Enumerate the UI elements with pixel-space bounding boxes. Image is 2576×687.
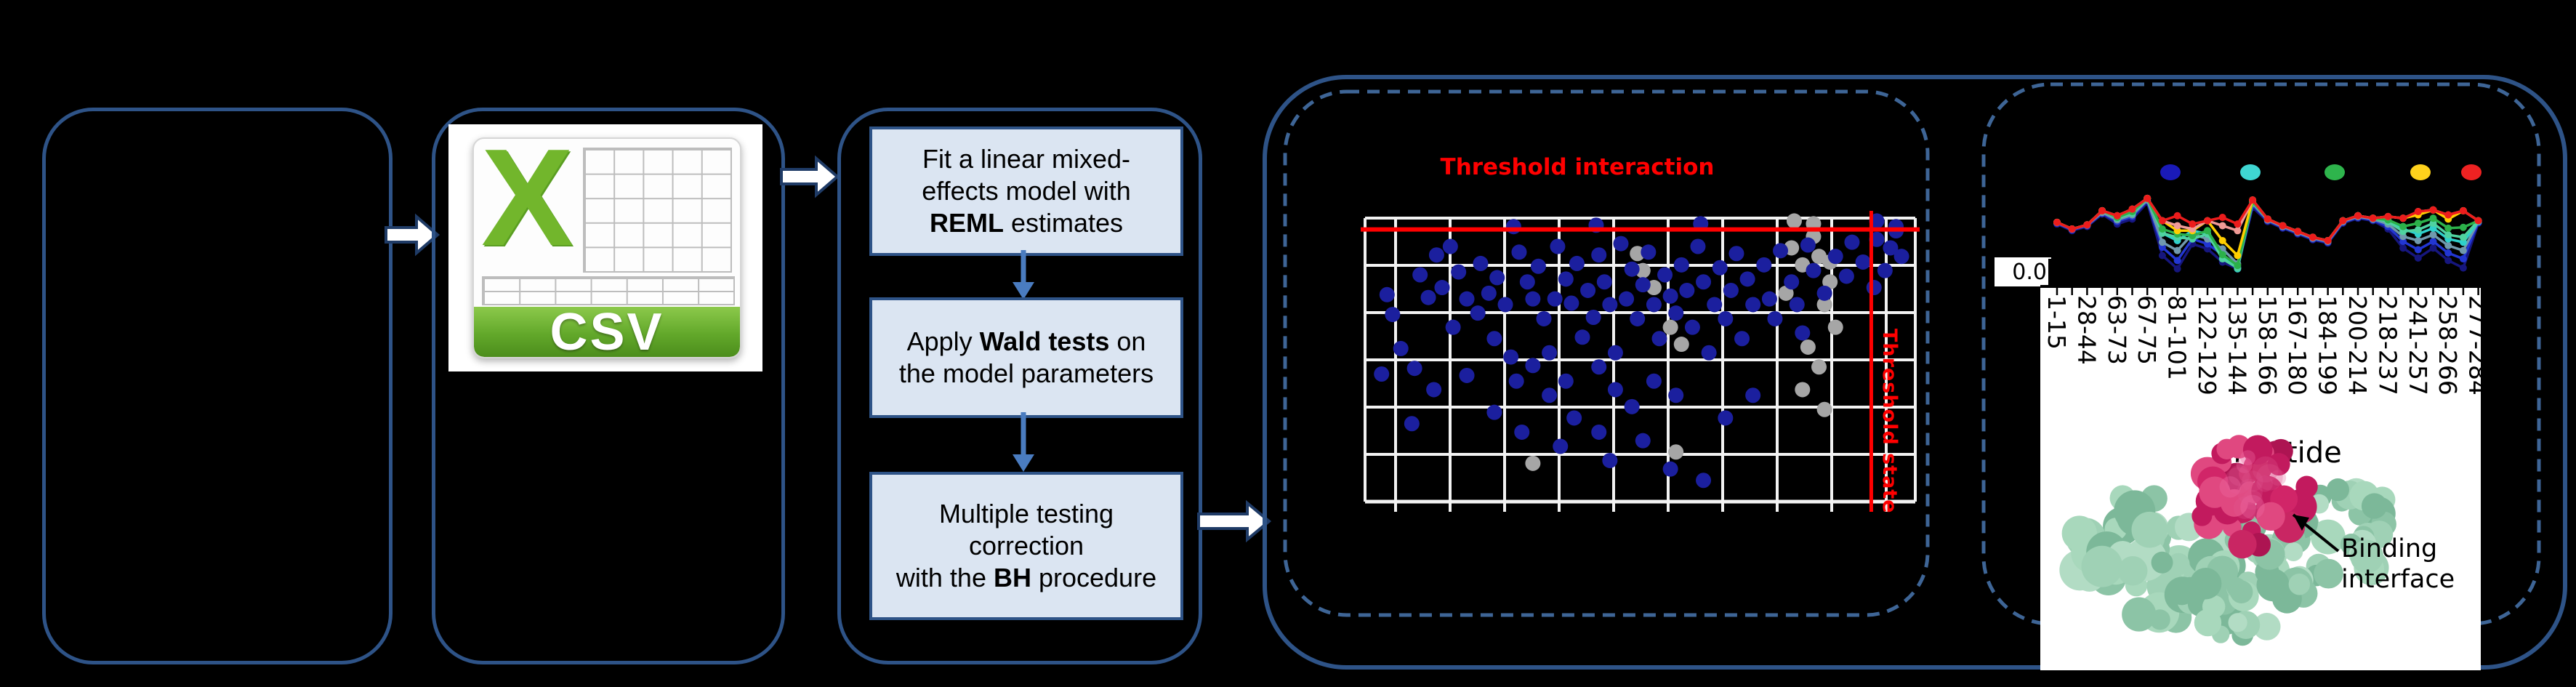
x-tick-label: 277-284 xyxy=(2463,295,2481,395)
x-tick-label: 28-44 xyxy=(2072,295,2101,365)
x-tick-label: 1-15 xyxy=(2042,295,2071,350)
volcano-title: Threshold interaction xyxy=(1440,154,1715,180)
x-axis-line xyxy=(2040,285,2481,288)
x-tick-label: 200-214 xyxy=(2343,295,2372,395)
dashed-frame-volcano xyxy=(1283,89,1930,617)
x-tick-label: 167-180 xyxy=(2283,295,2312,395)
x-tick-label: 158-166 xyxy=(2253,295,2282,395)
step-box-wald: Apply Wald tests on the model parameters xyxy=(869,297,1183,418)
arrow-down-icon xyxy=(1013,412,1034,472)
x-tick-label: 67-75 xyxy=(2133,295,2162,365)
x-tick-label: 81-101 xyxy=(2162,295,2191,380)
protein-structure-image xyxy=(2059,435,2396,646)
x-tick-label: 63-73 xyxy=(2102,295,2131,365)
y-axis-line xyxy=(2048,259,2051,288)
x-tick-label: 135-144 xyxy=(2223,295,2252,395)
arrow-right-icon xyxy=(385,213,440,257)
legend-dot-yellow xyxy=(2410,164,2431,180)
x-tick-label: 258-266 xyxy=(2434,295,2463,395)
x-tick-label: 122-129 xyxy=(2193,295,2221,395)
x-tick-label: 218-237 xyxy=(2373,295,2402,395)
csv-banner-label: CSV xyxy=(550,302,664,358)
panel-statistics xyxy=(837,108,1202,664)
arrow-down-icon xyxy=(1013,250,1034,300)
spreadsheet-grid xyxy=(583,148,733,273)
peptide-axis-area: 1-15 28-44 63-73 67-75 81-101 122-129 135-144 1… xyxy=(2040,285,2481,670)
step-box-reml: Fit a linear mixed-effects model with REM… xyxy=(869,126,1183,256)
uptake-line-chart xyxy=(2053,194,2482,273)
panel-input xyxy=(42,108,393,664)
binding-interface-label: Binding interface xyxy=(2341,534,2455,594)
threshold-state-label: Threshold state xyxy=(1878,329,1901,514)
x-tick-label: 241-257 xyxy=(2403,295,2432,395)
csv-file-image: X CSV xyxy=(448,124,762,371)
spreadsheet-grid-strip xyxy=(481,276,735,305)
volcano-scatter-plot xyxy=(1361,211,1920,512)
panel-results xyxy=(1263,75,2567,670)
excel-x-glyph: X xyxy=(481,137,573,275)
x-tick-label: 184-199 xyxy=(2313,295,2342,395)
legend-dot-green xyxy=(2325,164,2345,180)
legend-dot-cyan xyxy=(2240,164,2261,180)
legend-dot-navy xyxy=(2160,164,2181,180)
csv-file-icon: X CSV xyxy=(472,137,741,358)
step-box-bh: Multiple testing correction with the BH pr… xyxy=(869,472,1183,620)
arrow-right-icon xyxy=(1197,499,1272,543)
x-axis-ticks xyxy=(2056,288,2479,295)
y-axis-tick-label: 0.0 xyxy=(1995,257,2051,286)
csv-banner: CSV xyxy=(474,303,740,357)
panel-csv: X CSV xyxy=(432,108,785,664)
arrow-right-icon xyxy=(780,155,840,198)
legend-dot-red xyxy=(2461,164,2482,180)
